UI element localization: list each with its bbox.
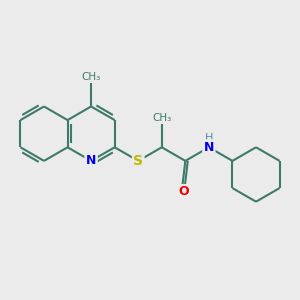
Text: S: S	[133, 154, 143, 168]
Text: N: N	[204, 141, 214, 154]
Text: CH₃: CH₃	[82, 72, 101, 82]
Text: CH₃: CH₃	[152, 113, 171, 123]
Text: H: H	[205, 133, 213, 143]
Text: N: N	[86, 154, 96, 167]
Text: O: O	[178, 185, 189, 198]
